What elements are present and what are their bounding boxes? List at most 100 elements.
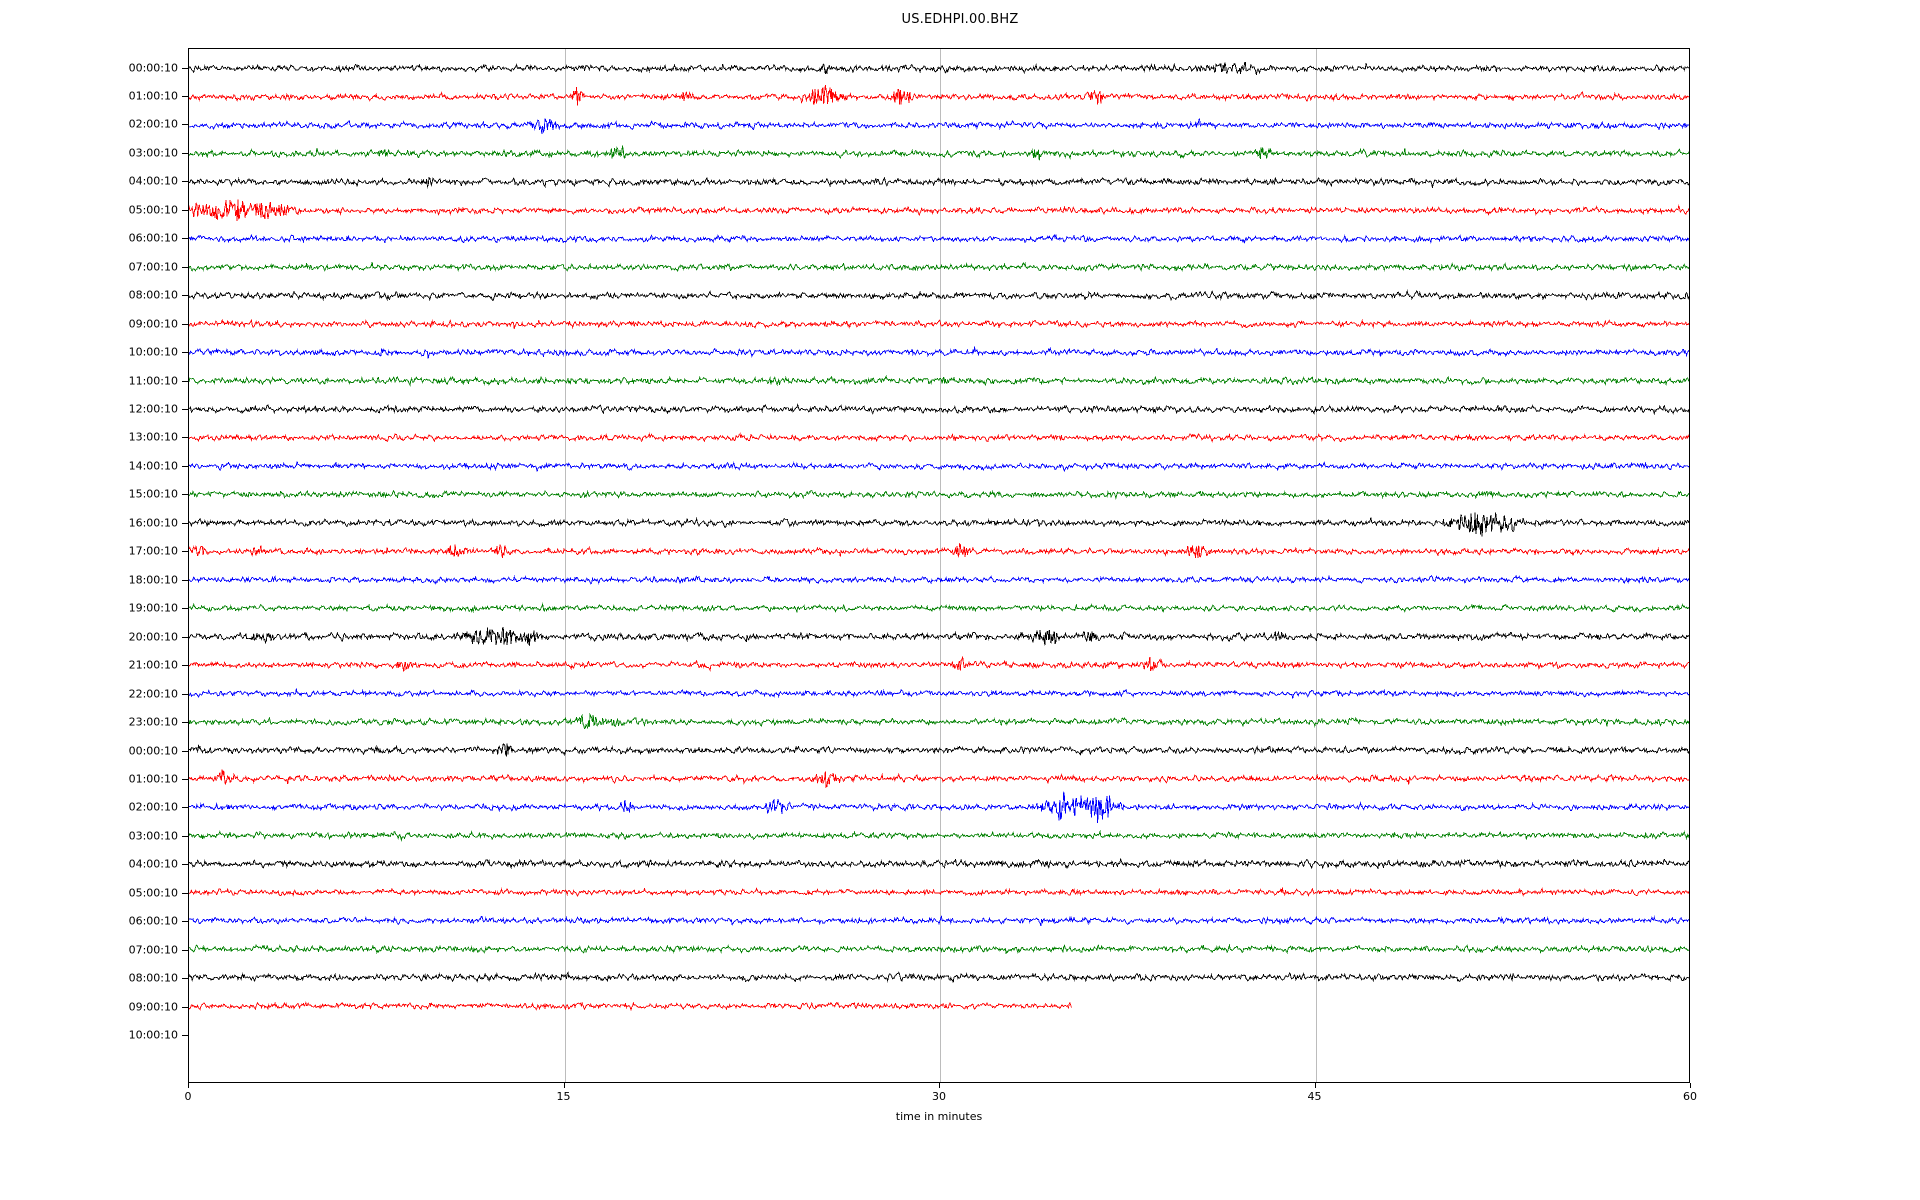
- y-tick-label-5: 05:00:10: [128, 203, 178, 217]
- y-tick-mark: [182, 352, 189, 354]
- y-tick-label-27: 03:00:10: [128, 829, 178, 843]
- y-tick-label-30: 06:00:10: [128, 914, 178, 928]
- y-tick-mark: [182, 295, 189, 297]
- y-tick-mark: [182, 494, 189, 496]
- trace-11: [189, 374, 1689, 387]
- trace-26: [189, 791, 1689, 824]
- y-tick-label-12: 12:00:10: [128, 402, 178, 416]
- y-tick-mark: [182, 380, 189, 382]
- y-tick-label-34: 10:00:10: [128, 1028, 178, 1042]
- trace-21: [189, 655, 1689, 672]
- y-tick-label-14: 14:00:10: [128, 459, 178, 473]
- trace-24: [189, 742, 1689, 758]
- y-tick-label-6: 06:00:10: [128, 231, 178, 245]
- x-tick-label-45: 45: [1307, 1090, 1322, 1103]
- y-tick-mark: [182, 95, 189, 97]
- y-tick-mark: [182, 779, 189, 780]
- y-tick-mark: [182, 608, 189, 610]
- y-tick-label-9: 09:00:10: [128, 317, 178, 331]
- y-tick-label-33: 09:00:10: [128, 1000, 178, 1014]
- y-tick-label-25: 01:00:10: [128, 772, 178, 786]
- y-tick-mark: [182, 892, 189, 894]
- y-tick-mark: [182, 722, 189, 724]
- y-tick-mark: [182, 152, 189, 154]
- y-tick-label-22: 22:00:10: [128, 687, 178, 701]
- trace-15: [189, 489, 1689, 500]
- y-tick-label-8: 08:00:10: [128, 288, 178, 302]
- x-tick-label-60: 60: [1683, 1090, 1697, 1103]
- y-tick-mark: [182, 636, 189, 638]
- trace-12: [189, 403, 1689, 416]
- y-tick-label-15: 15:00:10: [128, 487, 178, 501]
- y-tick-mark: [182, 209, 189, 211]
- x-tick-mark: [1690, 1083, 1691, 1088]
- trace-7: [189, 261, 1689, 273]
- x-tick-mark: [188, 1083, 189, 1088]
- gridline-15: [564, 49, 566, 1082]
- y-tick-label-11: 11:00:10: [128, 374, 178, 388]
- seismogram-traces: [189, 61, 1689, 1012]
- trace-32: [189, 970, 1689, 983]
- y-tick-mark: [182, 266, 189, 268]
- y-tick-label-31: 07:00:10: [128, 943, 178, 957]
- y-tick-mark: [182, 67, 189, 69]
- y-tick-label-10: 10:00:10: [128, 345, 178, 359]
- trace-1: [189, 85, 1689, 106]
- trace-23: [189, 712, 1689, 730]
- x-axis-label: time in minutes: [895, 1110, 983, 1123]
- trace-29: [189, 887, 1689, 898]
- gridline-45: [1315, 49, 1317, 1082]
- y-tick-mark: [182, 465, 189, 467]
- y-tick-mark: [182, 124, 189, 126]
- trace-13: [189, 432, 1689, 443]
- trace-22: [189, 688, 1689, 699]
- trace-31: [189, 943, 1689, 955]
- y-tick-mark: [182, 579, 189, 581]
- y-tick-label-0: 00:00:10: [128, 61, 178, 74]
- y-tick-mark: [182, 978, 189, 980]
- trace-16: [189, 512, 1689, 537]
- trace-18: [189, 574, 1689, 585]
- trace-20: [189, 626, 1689, 646]
- y-tick-mark: [182, 949, 189, 951]
- trace-5: [189, 199, 1689, 222]
- y-tick-mark: [182, 750, 189, 752]
- y-tick-mark: [182, 409, 189, 411]
- y-tick-label-28: 04:00:10: [128, 857, 178, 871]
- trace-19: [189, 602, 1689, 614]
- x-tick-label-15: 15: [556, 1090, 571, 1103]
- page-title: US.EDHPI.00.BHZ: [901, 12, 1019, 27]
- y-tick-label-7: 07:00:10: [128, 260, 178, 274]
- trace-14: [189, 461, 1689, 472]
- y-tick-label-1: 01:00:10: [128, 89, 178, 103]
- y-tick-label-24: 00:00:10: [128, 744, 178, 758]
- y-tick-label-19: 19:00:10: [128, 601, 178, 615]
- trace-6: [189, 233, 1689, 245]
- x-tick-mark: [563, 1083, 565, 1088]
- trace-17: [189, 542, 1689, 559]
- y-tick-mark: [182, 238, 189, 240]
- x-tick-label-30: 30: [932, 1090, 946, 1103]
- x-tick-mark: [1314, 1083, 1316, 1088]
- y-tick-label-23: 23:00:10: [128, 715, 178, 729]
- trace-9: [189, 318, 1689, 329]
- y-tick-mark: [182, 323, 189, 325]
- trace-10: [189, 346, 1689, 359]
- y-tick-mark: [182, 693, 189, 695]
- y-tick-mark: [182, 665, 189, 667]
- y-tick-mark: [182, 835, 189, 837]
- trace-0: [189, 61, 1689, 75]
- y-tick-label-21: 21:00:10: [128, 658, 178, 672]
- trace-28: [189, 858, 1689, 870]
- y-tick-label-4: 04:00:10: [128, 174, 178, 188]
- y-tick-mark: [182, 1006, 189, 1008]
- y-tick-mark: [182, 864, 189, 866]
- trace-3: [189, 145, 1689, 161]
- y-tick-label-17: 17:00:10: [128, 544, 178, 558]
- y-tick-mark: [182, 181, 189, 183]
- trace-4: [189, 176, 1689, 189]
- y-tick-label-18: 18:00:10: [128, 573, 178, 587]
- y-tick-label-3: 03:00:10: [128, 146, 178, 160]
- plot-axes: [188, 48, 1690, 1083]
- y-tick-label-2: 02:00:10: [128, 117, 178, 131]
